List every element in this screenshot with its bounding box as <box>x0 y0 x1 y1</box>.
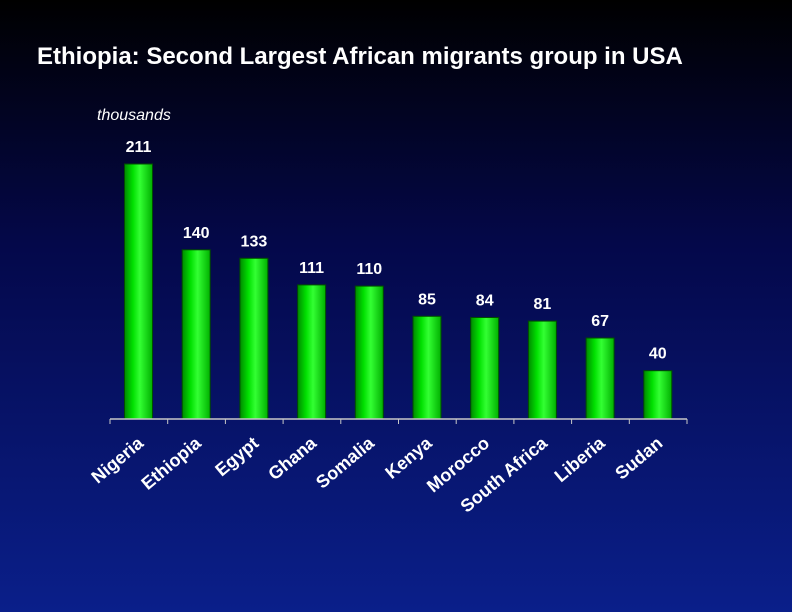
bar-kenya <box>412 315 442 420</box>
value-label: 133 <box>241 233 268 250</box>
bar-egypt <box>239 257 269 420</box>
value-label: 67 <box>591 313 609 330</box>
value-label: 85 <box>418 291 436 308</box>
chart-title: Ethiopia: Second Largest African migrant… <box>37 43 683 70</box>
bar-liberia <box>585 337 615 420</box>
value-label: 140 <box>183 225 210 242</box>
unit-label: thousands <box>97 107 171 124</box>
bar-somalia <box>354 285 384 420</box>
bar-morocco <box>470 317 500 420</box>
bar-south-africa <box>527 320 557 420</box>
value-label: 111 <box>299 260 324 277</box>
value-label: 110 <box>356 261 382 278</box>
bar-ethiopia <box>181 249 211 420</box>
value-label: 211 <box>126 139 152 156</box>
category-label: Liberia <box>551 432 610 486</box>
category-label: Egypt <box>211 433 262 480</box>
value-label: 84 <box>476 293 494 310</box>
category-label: Kenya <box>381 432 436 483</box>
bar-ghana <box>297 284 327 420</box>
bar-sudan <box>643 370 673 420</box>
value-label: 81 <box>534 296 552 313</box>
category-label: Ethiopia <box>138 432 206 494</box>
value-label: 40 <box>649 346 667 363</box>
bar-nigeria <box>124 163 153 420</box>
category-label: Somalia <box>312 432 378 492</box>
category-label: Sudan <box>611 433 666 484</box>
